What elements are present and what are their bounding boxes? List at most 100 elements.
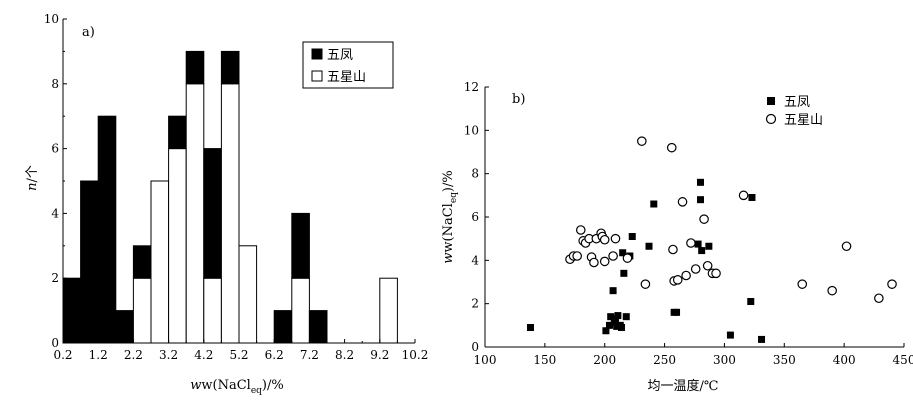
scatter-point-wuxingshan xyxy=(608,251,618,261)
scatter-point-wufeng xyxy=(622,313,630,321)
histogram-panel: 0 2 4 6 8 10 0.2 1.2 2.2 3.2 4.2 5.2 6.2 7.2 8.2 9.2 10.… xyxy=(25,12,428,396)
scatter-x-tick-label: 350 xyxy=(773,353,796,367)
histogram-x-tick-label: 6.2 xyxy=(265,348,284,362)
histogram-bar xyxy=(291,277,310,344)
scatter-point-wuxingshan xyxy=(797,279,808,289)
legend-swatch-wufeng xyxy=(311,48,323,60)
scatter-y-tick-label: 4 xyxy=(471,253,479,267)
scatter-point-wuxingshan xyxy=(575,225,586,235)
legend-label-wufeng-b: 五凤 xyxy=(784,95,810,110)
scatter-point-wufeng xyxy=(747,298,755,305)
scatter-point-wufeng xyxy=(650,200,658,208)
histogram-bar xyxy=(273,310,293,344)
histogram-bar xyxy=(291,212,310,279)
scatter-point-wufeng xyxy=(526,324,534,331)
panel-a-tag: a) xyxy=(82,25,95,40)
scatter-axes: 0 2 4 6 8 10 12 100 150 200 250 300 350 400 450 xyxy=(464,80,913,367)
scatter-point-wuxingshan xyxy=(622,253,633,263)
histogram-x-tick-label: 1.2 xyxy=(89,348,108,362)
scatter-x-label: 均一温度/℃ xyxy=(648,378,719,394)
histogram-bar xyxy=(185,50,205,85)
histogram-bar xyxy=(185,83,205,344)
histogram-bar xyxy=(132,245,152,279)
histogram-bar xyxy=(308,310,328,344)
scatter-point-wufeng xyxy=(705,242,713,250)
histogram-x-tick-label: 5.2 xyxy=(229,348,248,362)
scatter-point-wuxingshan xyxy=(827,285,837,296)
scatter-point-wuxingshan xyxy=(640,279,651,289)
scatter-x-tick-label: 100 xyxy=(474,353,497,367)
scatter-point-wufeng xyxy=(611,318,619,326)
scatter-point-wufeng xyxy=(628,233,636,240)
scatter-point-wuxingshan xyxy=(599,234,610,245)
scatter-x-tick-label: 150 xyxy=(533,353,556,367)
legend-marker-wufeng xyxy=(767,97,775,105)
histogram-bar xyxy=(379,277,398,344)
scatter-point-wufeng xyxy=(613,322,621,330)
histogram-bar xyxy=(97,115,117,344)
histogram-x-tick-label: 0.2 xyxy=(53,348,72,362)
histogram-axes: 0 2 4 6 8 10 0.2 1.2 2.2 3.2 4.2 5.2 6.2 7.2 8.2 9.2 10.… xyxy=(44,12,429,362)
scatter-legend: 五凤 五星山 xyxy=(765,95,823,128)
scatter-point-wufeng xyxy=(602,327,610,335)
scatter-x-tick-label: 300 xyxy=(713,353,736,367)
scatter-x-tick-label: 450 xyxy=(893,353,913,367)
legend-label-wuxingshan-b: 五星山 xyxy=(784,113,823,128)
histogram-x-tick-label: 4.2 xyxy=(194,348,213,362)
histogram-y-tick-label: 6 xyxy=(51,142,59,156)
histogram-bar xyxy=(238,245,258,344)
scatter-point-wufeng xyxy=(614,312,622,320)
histogram-bar xyxy=(62,277,82,344)
histogram-y-tick-label: 10 xyxy=(44,12,59,26)
scatter-x-tick-label: 400 xyxy=(833,353,856,367)
histogram-x-tick-label: 9.2 xyxy=(370,348,389,362)
histogram-x-tick-label: 8.2 xyxy=(335,348,354,362)
histogram-bars xyxy=(62,50,398,344)
scatter-y-tick-label: 10 xyxy=(464,123,479,137)
scatter-point-wuxingshan xyxy=(699,214,709,224)
scatter-point-wuxingshan xyxy=(874,293,884,304)
scatter-point-wufeng xyxy=(609,287,617,295)
histogram-legend: 五凤 五星山 xyxy=(302,41,394,89)
legend-label-wufeng: 五凤 xyxy=(327,48,353,63)
histogram-bar xyxy=(168,115,187,150)
scatter-point-wuxingshan xyxy=(677,197,688,207)
histogram-bar xyxy=(168,148,187,344)
scatter-point-wufeng xyxy=(748,194,756,201)
scatter-y-tick-label: 6 xyxy=(471,210,479,224)
histogram-bar xyxy=(203,277,222,344)
scatter-point-wuxingshan xyxy=(702,260,713,271)
scatter-point-wufeng xyxy=(698,247,706,255)
scatter-x-tick-label: 250 xyxy=(653,353,676,367)
scatter-point-wufeng xyxy=(696,196,704,204)
scatter-panel: 0 2 4 6 8 10 12 100 150 200 250 300 350 400 450 b) 五凤 … xyxy=(441,80,913,394)
histogram-y-tick-label: 4 xyxy=(51,206,59,220)
scatter-point-wuxingshan xyxy=(887,279,897,289)
histogram-x-tick-label: 10.2 xyxy=(402,348,429,362)
scatter-point-wufeng xyxy=(617,324,625,331)
scatter-point-wuxingshan xyxy=(599,256,610,267)
scatter-point-wufeng xyxy=(673,308,681,316)
scatter-point-wuxingshan xyxy=(686,238,696,248)
scatter-point-wufeng xyxy=(726,331,734,339)
histogram-bar xyxy=(150,180,170,344)
histogram-y-tick-label: 2 xyxy=(51,271,59,285)
scatter-point-wuxingshan xyxy=(572,251,582,261)
legend-swatch-wuxingshan xyxy=(311,70,323,82)
histogram-bar xyxy=(132,277,152,344)
scatter-point-wuxingshan xyxy=(589,257,599,268)
scatter-point-wuxingshan xyxy=(738,190,749,201)
scatter-point-wufeng xyxy=(696,178,704,186)
scatter-point-wuxingshan xyxy=(666,142,677,153)
scatter-point-wuxingshan xyxy=(841,241,852,252)
histogram-y-tick-label: 8 xyxy=(51,77,59,91)
histogram-x-tick-label: 3.2 xyxy=(159,348,178,362)
scatter-point-wuxingshan xyxy=(711,268,721,279)
histogram-bar xyxy=(203,148,222,279)
scatter-point-wuxingshan xyxy=(610,233,621,244)
scatter-y-label: ww(NaCleq)/% xyxy=(441,170,459,263)
scatter-y-tick-label: 12 xyxy=(464,80,479,94)
scatter-point-wuxingshan xyxy=(690,264,701,274)
histogram-bar xyxy=(220,50,240,85)
